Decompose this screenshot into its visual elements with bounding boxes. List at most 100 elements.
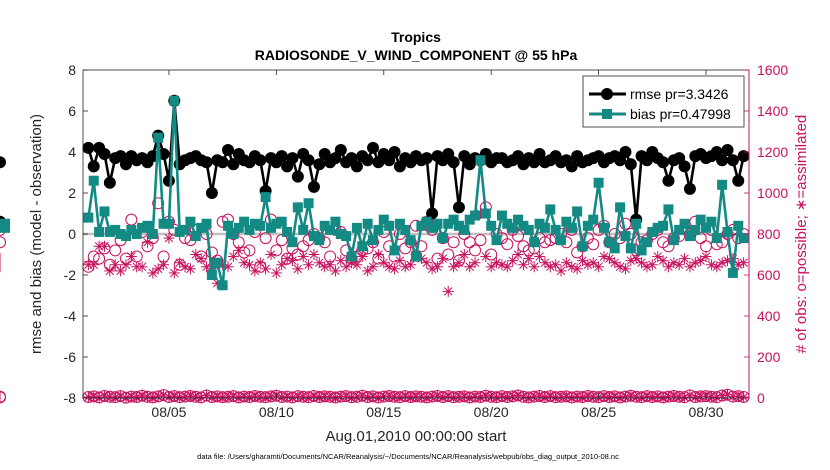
bottom-obs-assimilated-point (738, 391, 750, 403)
obs-assimilated-point (227, 251, 239, 263)
bias-point (701, 222, 712, 233)
obs-possible-point (254, 260, 267, 273)
y-left-tick-label: 0 (68, 226, 76, 242)
obs-assimilated-point (646, 259, 658, 271)
obs-assimilated-point-stroke (680, 254, 689, 263)
obs-assimilated-point (700, 251, 712, 263)
obs-assimilated-point (641, 261, 653, 273)
obs-assimilated-point (104, 265, 116, 277)
obs-assimilated-point-stroke (701, 252, 711, 261)
legend-bias-label: bias pr=0.47998 (630, 106, 731, 122)
bias-point (566, 222, 577, 233)
obs-assimilated-point-stroke (105, 266, 115, 276)
obs-assimilated-point-stroke (658, 256, 668, 265)
bias-point (593, 177, 604, 188)
obs-assimilated-point-stroke (229, 252, 238, 261)
obs-assimilated-point-stroke (368, 262, 378, 272)
obs-possible-point (474, 234, 487, 247)
obs-possible-point (243, 244, 256, 257)
obs-assimilated-point-stroke (159, 260, 168, 269)
obs-assimilated-point-stroke (648, 260, 657, 269)
bias-point (362, 218, 373, 229)
obs-assimilated-point (324, 259, 336, 271)
bias-point (443, 218, 454, 229)
bias-point (196, 222, 207, 233)
x-tick-label: 08/20 (474, 404, 509, 420)
obs-assimilated-point-stroke (567, 262, 577, 272)
obs-assimilated-point-stroke (669, 258, 679, 267)
legend[interactable]: rmse pr=3.3426 bias pr=0.47998 (582, 75, 745, 128)
bias-point (582, 220, 593, 231)
bias-point (647, 226, 658, 237)
obs-assimilated-point-stroke (664, 262, 673, 272)
bias-point (158, 218, 169, 229)
rmse-point (367, 141, 380, 154)
obs-assimilated-point (555, 265, 567, 277)
obs-assimilated-point (458, 249, 470, 260)
y-left-tick-label: 6 (68, 103, 76, 119)
y-left-tick-label: -2 (64, 267, 77, 283)
bias-point (303, 198, 314, 209)
bias-point (733, 220, 744, 231)
obs-assimilated-point (115, 265, 127, 277)
obs-assimilated-point-stroke (250, 266, 260, 276)
y-axis-right: 0 200 400 600 800 1000 1200 1400 1600 (744, 62, 788, 406)
bias-point (437, 233, 448, 244)
bias-point (405, 235, 416, 246)
rmse-point (334, 143, 347, 156)
obs-assimilated-point (168, 267, 180, 279)
obs-assimilated-point (405, 259, 417, 271)
bias-point (249, 218, 260, 229)
rmse-point (624, 158, 637, 171)
obs-assimilated-point-stroke (460, 250, 469, 259)
bias-point (556, 235, 567, 246)
obs-assimilated-point (657, 255, 669, 267)
rmse-point (732, 174, 745, 187)
obs-assimilated-point-stroke (691, 258, 700, 267)
obs-assimilated-point (517, 259, 529, 271)
obs-assimilated-point-stroke (277, 260, 286, 269)
bias-point (314, 235, 325, 246)
obs-possible-point (431, 252, 444, 265)
bias-point (325, 224, 336, 235)
bias-point (212, 257, 223, 268)
bias-point (641, 237, 652, 248)
obs-assimilated-point (276, 259, 288, 271)
bias-point (480, 208, 491, 219)
obs-assimilated-point-stroke (631, 254, 641, 263)
obs-assimilated-point-stroke (427, 264, 437, 274)
bias-point (163, 218, 174, 229)
x-tick-label: 08/25 (581, 404, 616, 420)
obs-possible-point (436, 232, 449, 245)
obs-assimilated-point-stroke (293, 264, 303, 274)
bias-point (255, 220, 266, 231)
obs-assimilated-point (636, 257, 648, 269)
rmse-point (313, 158, 326, 171)
bias-point (475, 155, 486, 166)
obs-assimilated-point (367, 261, 379, 273)
bias-point (507, 222, 518, 233)
obs-assimilated-point-stroke (406, 260, 415, 269)
obs-assimilated-point-stroke (583, 260, 593, 269)
obs-possible-point (291, 248, 304, 261)
obs-possible-point (275, 234, 288, 247)
obs-assimilated-point (512, 249, 524, 260)
obs-assimilated-point (163, 232, 175, 244)
obs-assimilated-point (431, 261, 443, 273)
obs-assimilated-point-stroke (621, 264, 630, 274)
obs-assimilated-point (491, 257, 503, 269)
x-axis-label: Aug.01,2010 00:00:00 start (326, 428, 508, 445)
rmse-point (216, 156, 229, 169)
bias-point (190, 231, 201, 242)
obs-assimilated-point-stroke (707, 260, 716, 269)
y-left-tick-label: -8 (64, 390, 77, 406)
obs-possible-point (195, 250, 208, 263)
bias-point (368, 235, 379, 246)
obs-assimilated-point (442, 285, 454, 297)
x-tick-label: 08/10 (259, 404, 294, 420)
obs-assimilated-point-stroke (245, 260, 254, 269)
obs-possible-point (270, 244, 283, 257)
obs-assimilated-point-stroke (626, 256, 636, 265)
obs-assimilated-point-stroke (170, 268, 179, 278)
